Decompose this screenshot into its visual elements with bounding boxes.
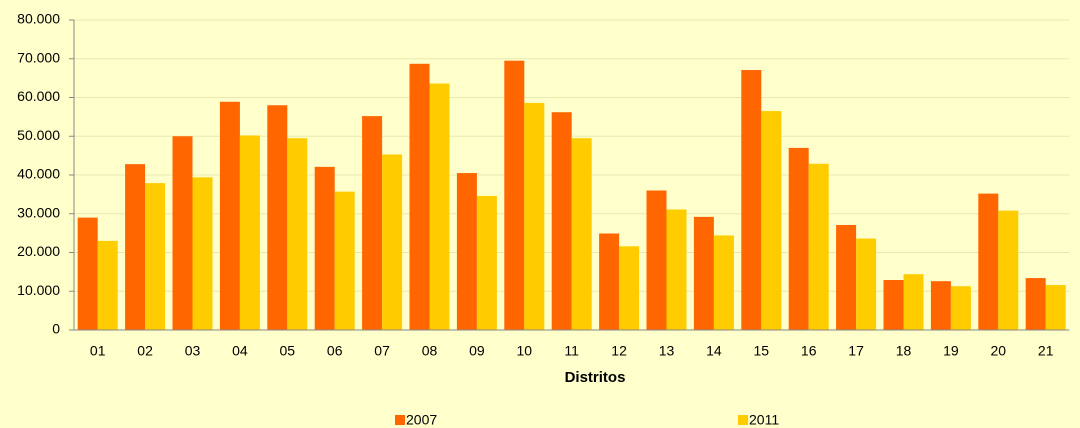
- legend-label: 2011: [749, 412, 779, 428]
- bar: [1025, 278, 1046, 330]
- bar: [693, 216, 714, 330]
- bar: [856, 238, 877, 330]
- bar: [666, 209, 687, 330]
- x-tick-label: 05: [280, 343, 296, 359]
- x-tick-label: 02: [137, 343, 153, 359]
- x-tick-label: 15: [754, 343, 770, 359]
- legend-swatch: [395, 415, 405, 425]
- bar: [172, 136, 193, 330]
- y-tick-label: 40.000: [17, 166, 60, 182]
- bar: [334, 191, 355, 330]
- bar: [551, 112, 572, 330]
- bar: [883, 280, 904, 330]
- x-tick-label: 06: [327, 343, 343, 359]
- bar: [456, 173, 477, 330]
- x-tick-label: 19: [943, 343, 959, 359]
- y-tick-label: 30.000: [17, 204, 60, 220]
- bar: [97, 240, 118, 330]
- bar: [314, 166, 335, 330]
- bar: [998, 210, 1019, 330]
- bar: [239, 135, 260, 330]
- x-tick-label: 13: [659, 343, 675, 359]
- x-tick-label: 21: [1038, 343, 1054, 359]
- bar: [287, 138, 308, 330]
- bar: [362, 116, 383, 330]
- bar: [524, 102, 545, 330]
- bar: [950, 286, 971, 330]
- bar: [267, 105, 288, 330]
- x-tick-label: 20: [991, 343, 1007, 359]
- bar: [429, 83, 450, 330]
- y-tick-label: 80.000: [17, 11, 60, 27]
- x-tick-label: 08: [422, 343, 438, 359]
- bar: [788, 147, 809, 330]
- x-tick-label: 14: [706, 343, 722, 359]
- bar: [504, 60, 525, 330]
- legend-swatch: [738, 415, 748, 425]
- bar: [192, 177, 213, 330]
- bar: [476, 195, 497, 330]
- x-tick-label: 11: [564, 343, 579, 359]
- bar: [808, 163, 829, 330]
- bar: [713, 235, 734, 330]
- x-tick-label: 03: [185, 343, 201, 359]
- bar: [571, 138, 592, 330]
- y-tick-label: 10.000: [17, 282, 60, 298]
- bar: [741, 69, 762, 331]
- y-tick-label: 70.000: [17, 49, 60, 65]
- x-tick-label: 16: [801, 343, 817, 359]
- bar: [903, 274, 924, 330]
- bar: [125, 164, 146, 330]
- x-tick-label: 18: [896, 343, 912, 359]
- x-tick-label: 09: [469, 343, 485, 359]
- bar: [836, 224, 857, 330]
- y-tick-label: 60.000: [17, 88, 60, 104]
- bar: [646, 190, 667, 330]
- bar: [1045, 285, 1066, 330]
- bar: [599, 233, 620, 330]
- x-tick-label: 17: [848, 343, 864, 359]
- bar: [77, 217, 98, 330]
- x-axis-label: Distritos: [565, 369, 626, 386]
- bar: [382, 154, 403, 330]
- bar: [930, 281, 951, 330]
- bar: [145, 183, 166, 330]
- bar: [219, 101, 240, 330]
- y-tick-label: 0: [52, 321, 60, 337]
- x-tick-label: 10: [517, 343, 533, 359]
- bar: [761, 111, 782, 330]
- x-tick-label: 12: [611, 343, 627, 359]
- y-tick-label: 20.000: [17, 243, 60, 259]
- x-tick-label: 07: [374, 343, 390, 359]
- x-tick-label: 04: [232, 343, 248, 359]
- bar: [409, 63, 430, 330]
- x-tick-label: 01: [90, 343, 106, 359]
- y-tick-label: 50.000: [17, 127, 60, 143]
- bar: [619, 246, 640, 330]
- legend-label: 2007: [406, 412, 437, 428]
- bar: [978, 193, 999, 330]
